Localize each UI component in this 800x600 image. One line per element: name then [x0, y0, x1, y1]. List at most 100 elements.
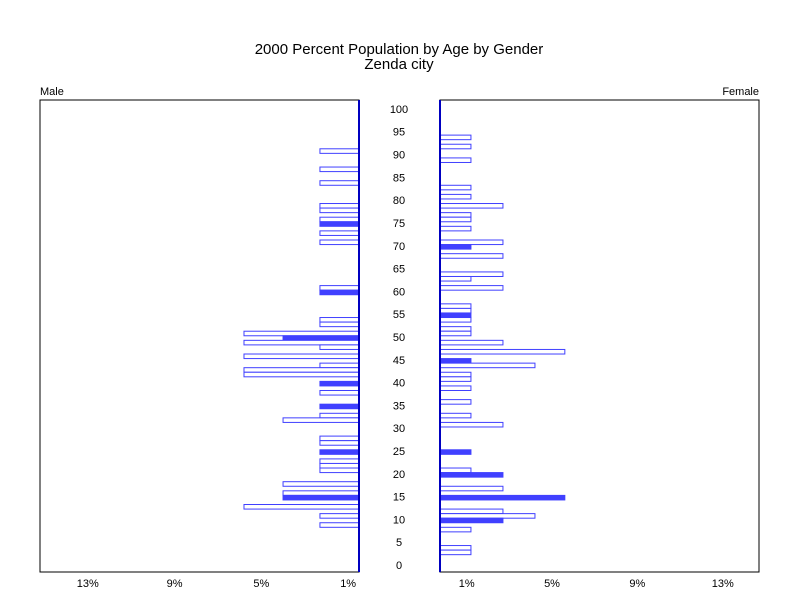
bar [319, 462, 360, 469]
bar [439, 362, 536, 369]
bar [439, 244, 472, 250]
bar [439, 371, 472, 378]
bar [439, 303, 472, 309]
bar [282, 494, 360, 501]
bar [439, 285, 504, 291]
x-tick-label: 1% [340, 578, 356, 590]
bar [319, 317, 360, 323]
bar [243, 339, 360, 346]
bar [439, 449, 472, 455]
bar [319, 389, 360, 396]
bar [319, 412, 360, 419]
age-tick-label: 15 [393, 492, 405, 504]
x-tick-label: 9% [167, 578, 183, 590]
bar [439, 275, 472, 282]
bar [319, 239, 360, 246]
bar [439, 312, 472, 319]
age-tick-label: 5 [396, 537, 402, 549]
bar [319, 321, 360, 328]
bar [319, 458, 360, 464]
bar [439, 494, 566, 501]
bar [439, 184, 472, 191]
bar [439, 317, 472, 323]
bar [319, 166, 360, 173]
age-tick-label: 40 [393, 378, 405, 390]
age-tick-label: 35 [393, 400, 405, 412]
bar [439, 472, 504, 478]
x-tick-label: 1% [459, 578, 475, 590]
bar [319, 216, 360, 223]
age-tick-label: 70 [393, 241, 405, 253]
x-tick-label: 13% [712, 578, 734, 590]
age-tick-label: 10 [393, 514, 405, 526]
bar [439, 508, 504, 515]
bar [439, 143, 472, 150]
bar [319, 221, 360, 227]
bar [243, 504, 360, 510]
x-tick-label: 9% [629, 578, 645, 590]
age-tick-label: 80 [393, 195, 405, 207]
bar [439, 385, 472, 391]
bar [439, 225, 472, 232]
bar [319, 513, 360, 519]
age-tick-label: 25 [393, 446, 405, 458]
age-tick-label: 20 [393, 469, 405, 481]
bar [319, 344, 360, 350]
bar [319, 522, 360, 528]
bar [439, 517, 504, 524]
bar [319, 207, 360, 214]
bar [319, 289, 360, 296]
age-tick-label: 85 [393, 172, 405, 184]
bar [282, 490, 360, 496]
bar [439, 376, 472, 382]
panel-label: Female [722, 86, 759, 98]
bar [439, 326, 472, 332]
bar [243, 371, 360, 378]
bar [319, 203, 360, 209]
bar [282, 481, 360, 487]
bar [319, 148, 360, 154]
age-tick-label: 100 [390, 104, 408, 116]
bar [282, 335, 360, 341]
bar [439, 212, 472, 218]
bar [319, 180, 360, 186]
bar [439, 203, 504, 209]
x-tick-label: 5% [253, 578, 269, 590]
bar [319, 362, 360, 369]
bar [439, 545, 472, 551]
x-tick-label: 13% [77, 578, 99, 590]
bar [319, 380, 360, 387]
age-tick-label: 55 [393, 309, 405, 321]
age-tick-label: 75 [393, 218, 405, 230]
age-tick-label: 50 [393, 332, 405, 344]
bar [439, 526, 472, 533]
bar [439, 330, 472, 337]
bar [439, 549, 472, 556]
chart-title: 2000 Percent Population by Age by Gender [255, 41, 544, 58]
age-tick-label: 0 [396, 560, 402, 572]
age-tick-label: 95 [393, 127, 405, 139]
bar [319, 435, 360, 442]
bar [319, 467, 360, 474]
panel-label: Male [40, 86, 64, 98]
bar [439, 358, 472, 364]
bar [439, 134, 472, 141]
bar [439, 253, 504, 259]
age-tick-label: 90 [393, 150, 405, 162]
bar [319, 440, 360, 446]
bar [439, 271, 504, 277]
bar [243, 353, 360, 360]
bar [439, 348, 566, 355]
bar [439, 485, 504, 492]
bar [319, 285, 360, 291]
bar [243, 330, 360, 337]
bar [439, 193, 472, 200]
bar [319, 449, 360, 455]
age-tick-label: 60 [393, 286, 405, 298]
bar [319, 403, 360, 410]
bar [439, 513, 536, 519]
bar [439, 412, 472, 419]
bar [439, 399, 472, 405]
age-tick-label: 45 [393, 355, 405, 367]
